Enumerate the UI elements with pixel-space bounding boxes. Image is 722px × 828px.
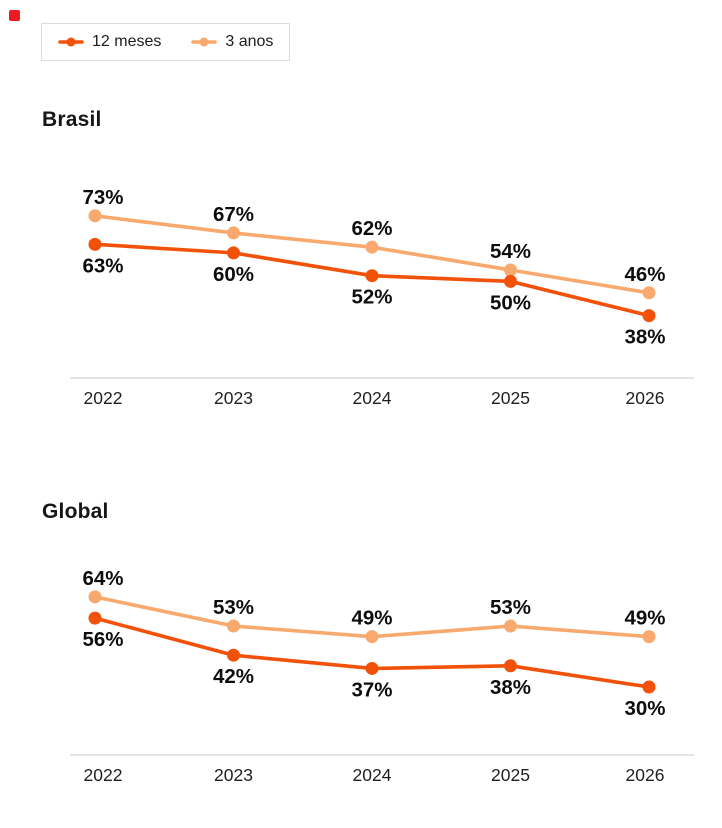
value-label: 63%: [82, 254, 123, 277]
value-label: 38%: [624, 326, 665, 349]
data-point: [642, 309, 656, 323]
data-point: [227, 648, 240, 662]
value-label: 38%: [490, 676, 531, 699]
value-label: 53%: [490, 596, 531, 619]
data-point: [504, 659, 517, 673]
data-point: [504, 263, 517, 277]
data-point: [227, 246, 240, 260]
legend-item-3-anos[interactable]: 3 anos: [191, 34, 273, 50]
legend-item-12-meses[interactable]: 12 meses: [58, 34, 161, 50]
data-point: [504, 619, 517, 633]
legend: 12 meses 3 anos: [41, 23, 291, 61]
data-point: [642, 630, 656, 644]
value-label: 53%: [213, 596, 254, 619]
legend-marker-3-anos-icon: [191, 37, 218, 47]
value-label: 52%: [351, 286, 392, 309]
chart-title-global: Global: [42, 500, 109, 523]
data-point: [642, 286, 656, 300]
value-label: 37%: [351, 678, 392, 701]
legend-marker-12-meses-icon: [58, 37, 84, 47]
data-point: [227, 226, 240, 240]
year-label: 2024: [353, 388, 392, 408]
value-label: 56%: [82, 628, 123, 651]
year-label: 2023: [214, 388, 253, 408]
year-label: 2024: [353, 765, 392, 785]
data-point: [365, 269, 379, 283]
year-label: 2025: [491, 765, 530, 785]
value-label: 62%: [351, 217, 392, 240]
value-label: 50%: [490, 291, 531, 314]
legend-label-3-anos: 3 anos: [225, 33, 274, 50]
value-label: 60%: [213, 263, 254, 286]
year-label: 2025: [491, 388, 530, 408]
data-point: [88, 590, 102, 604]
line-chart-global: 2022 2023 2024 2025 2026 64% 53% 49% 53% 49% 56% 42…: [70, 567, 694, 785]
value-label: 73%: [82, 186, 123, 209]
data-point: [365, 661, 379, 675]
value-label: 64%: [82, 567, 123, 590]
legend-label-12-meses: 12 meses: [92, 33, 162, 50]
year-label: 2022: [84, 388, 123, 408]
red-corner-marker: [9, 10, 20, 21]
data-point: [227, 619, 240, 633]
chart-title-brasil: Brasil: [42, 108, 102, 131]
value-label: 54%: [490, 240, 531, 263]
value-label: 30%: [624, 697, 665, 720]
year-label: 2026: [626, 765, 665, 785]
value-label: 46%: [624, 263, 665, 286]
data-point: [88, 611, 102, 625]
value-label: 49%: [351, 607, 392, 630]
data-point: [365, 630, 379, 644]
data-point: [642, 680, 656, 694]
data-point: [504, 274, 517, 288]
value-label: 42%: [213, 665, 254, 688]
value-label: 49%: [624, 607, 665, 630]
year-label: 2026: [626, 388, 665, 408]
data-point: [88, 237, 102, 251]
data-point: [88, 209, 102, 223]
year-label: 2022: [84, 765, 123, 785]
value-label: 67%: [213, 203, 254, 226]
data-point: [365, 240, 379, 254]
line-chart-brasil: 2022 2023 2024 2025 2026 73% 67% 62% 54% 46% 63% 60…: [70, 186, 694, 408]
year-label: 2023: [214, 765, 253, 785]
